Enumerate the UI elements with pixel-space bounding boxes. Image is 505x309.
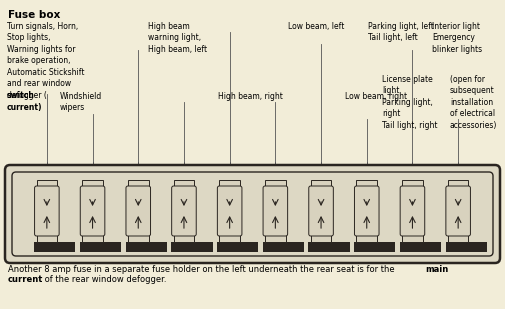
FancyBboxPatch shape [217,186,242,236]
Text: Fuse box: Fuse box [8,10,61,20]
FancyBboxPatch shape [80,186,105,236]
Bar [402,180,423,188]
Text: License plate
light
Parking light,
right
Tail light, right: License plate light Parking light, right… [382,75,437,130]
Text: Low beam, left: Low beam, left [288,22,344,31]
Bar [174,180,194,188]
Text: of the rear window defogger.: of the rear window defogger. [42,275,167,284]
Bar [128,180,148,188]
Bar [448,234,469,242]
Bar [263,242,304,252]
Bar [34,242,75,252]
Bar [265,234,286,242]
FancyBboxPatch shape [34,186,59,236]
FancyBboxPatch shape [126,186,150,236]
Bar [400,242,441,252]
Text: Turn signals, Horn,
Stop lights,
Warning lights for
brake operation,
Automatic S: Turn signals, Horn, Stop lights, Warning… [7,22,84,100]
FancyBboxPatch shape [309,186,333,236]
Bar [36,180,57,188]
Text: Interior light
Emergency
blinker lights: Interior light Emergency blinker lights [432,22,482,54]
Text: (open for
subsequent
installation
of electrical
accessories): (open for subsequent installation of ele… [450,75,497,130]
Bar [445,242,487,252]
Bar [448,180,469,188]
Text: Parking light, left
Tail light, left: Parking light, left Tail light, left [368,22,434,42]
Text: main: main [425,265,448,274]
Bar [311,180,331,188]
Bar [82,180,103,188]
Bar [171,242,213,252]
Text: High beam
warning light,
High beam, left: High beam warning light, High beam, left [148,22,207,54]
Text: current: current [8,275,43,284]
Bar [219,234,240,242]
Text: Low beam, right: Low beam, right [345,92,407,101]
Bar [219,180,240,188]
Bar [174,234,194,242]
Bar [357,180,377,188]
FancyBboxPatch shape [5,165,500,263]
Bar [402,234,423,242]
Text: Windshield
wipers: Windshield wipers [60,92,102,112]
Bar [354,242,395,252]
Bar [80,242,121,252]
FancyBboxPatch shape [12,172,493,256]
FancyBboxPatch shape [400,186,425,236]
FancyBboxPatch shape [355,186,379,236]
Text: High beam, right: High beam, right [218,92,283,101]
Text: switch
current): switch current) [7,91,42,112]
FancyBboxPatch shape [263,186,288,236]
Bar [126,242,167,252]
FancyBboxPatch shape [172,186,196,236]
Bar [309,242,349,252]
Bar [128,234,148,242]
Bar [265,180,286,188]
FancyBboxPatch shape [446,186,471,236]
Bar [82,234,103,242]
Bar [217,242,258,252]
Bar [36,234,57,242]
Text: Another 8 amp fuse in a separate fuse holder on the left underneath the rear sea: Another 8 amp fuse in a separate fuse ho… [8,265,397,274]
Bar [311,234,331,242]
Bar [357,234,377,242]
